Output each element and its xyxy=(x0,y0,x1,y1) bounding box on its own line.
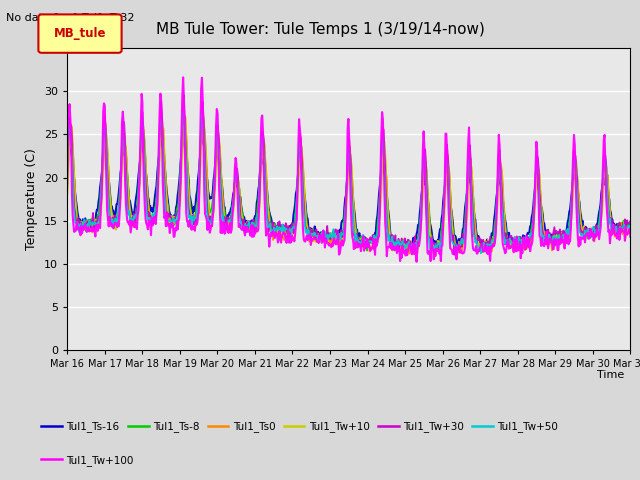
Legend: Tul1_Tw+100: Tul1_Tw+100 xyxy=(37,451,138,470)
Text: MB Tule Tower: Tule Temps 1 (3/19/14-now): MB Tule Tower: Tule Temps 1 (3/19/14-now… xyxy=(156,22,484,36)
Text: No data for f_Tul1_Ts32: No data for f_Tul1_Ts32 xyxy=(6,12,135,23)
Y-axis label: Temperature (C): Temperature (C) xyxy=(26,148,38,250)
Legend: Tul1_Ts-16, Tul1_Ts-8, Tul1_Ts0, Tul1_Tw+10, Tul1_Tw+30, Tul1_Tw+50: Tul1_Ts-16, Tul1_Ts-8, Tul1_Ts0, Tul1_Tw… xyxy=(37,417,562,436)
Text: Time: Time xyxy=(596,370,624,380)
Text: MB_tule: MB_tule xyxy=(54,27,106,40)
